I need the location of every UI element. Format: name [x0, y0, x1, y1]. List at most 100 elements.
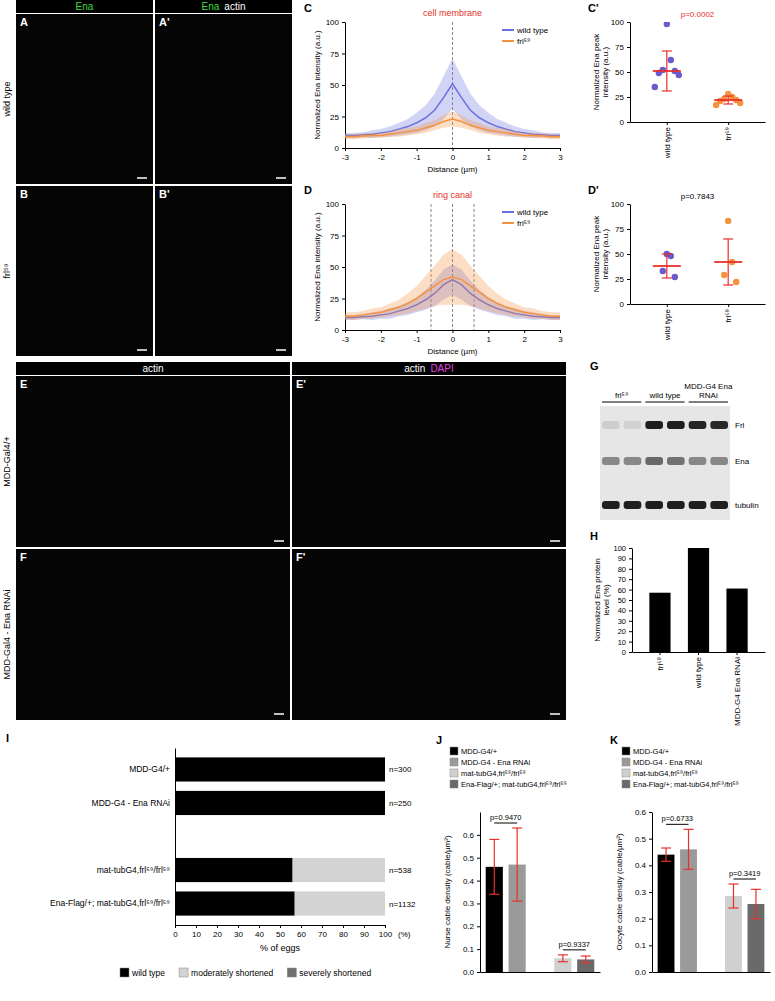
legend-swatch — [502, 222, 514, 224]
axis-line — [631, 304, 766, 305]
axis: 0255075100 — [611, 18, 631, 127]
tick-mark — [629, 642, 632, 643]
tick: Ena-Flag/+; mat-tubG4,frl⁵⁹/frl⁵⁹ — [50, 898, 175, 908]
tick-mark — [280, 925, 281, 928]
tick-label: 30 — [618, 617, 626, 626]
tick-mark — [627, 122, 630, 123]
tick-label: 1 — [487, 153, 492, 162]
legend-swatch — [450, 769, 458, 777]
plot-area — [345, 22, 560, 148]
tick-mark — [342, 267, 345, 268]
plot-area — [345, 204, 560, 330]
n-label: n=538 — [389, 866, 412, 875]
tick: -1 — [414, 148, 422, 162]
tick-mark — [667, 304, 668, 307]
tick-mark — [627, 47, 630, 48]
legend-swatch — [502, 211, 514, 213]
tick-label: 30 — [234, 930, 243, 939]
tick: 50 — [330, 81, 345, 90]
p-value: p=0.7843 — [681, 192, 715, 201]
axis-title: Normalized Ena intensity (a.u.) — [313, 212, 322, 322]
axis — [653, 972, 771, 973]
tick-mark — [385, 925, 386, 928]
stacked-bar-chart: 0102030405060708090100MDD-G4/+MDD-G4 - E… — [50, 749, 416, 979]
tick: 90 — [360, 925, 369, 939]
tick-mark — [649, 865, 652, 866]
error-cap — [661, 847, 671, 848]
tick-label: 0 — [620, 118, 625, 127]
tick-mark — [343, 925, 344, 928]
error-cap — [581, 962, 591, 963]
tick-label: 70 — [318, 930, 327, 939]
tick-label: -1 — [414, 335, 422, 344]
legend-label: Ena-Flag/+; mat-tubG4,frl⁵⁹/frl⁵⁹ — [633, 780, 739, 789]
blot-band — [602, 421, 620, 429]
tick: 100 — [611, 200, 630, 209]
axis-line — [631, 122, 766, 123]
panel-letter: J — [436, 734, 442, 746]
p-value: p=0.3419 — [729, 869, 761, 878]
reference-line — [474, 204, 475, 330]
axis — [481, 972, 601, 973]
legend-label: Ena-Flag/+; mat-tubG4,frl⁵⁹/frl⁵⁹ — [461, 780, 567, 789]
tick: MDD-G4 - Ena RNAi — [92, 798, 175, 808]
plot-area — [175, 757, 385, 915]
p-value: p=0.0002 — [681, 10, 715, 19]
tick-label: 0.5 — [463, 854, 475, 863]
legend-label: frl⁵⁹ — [517, 219, 530, 228]
header-strip — [292, 362, 566, 375]
blot-band — [689, 501, 707, 509]
panel-letter: F' — [296, 551, 306, 563]
tick-mark — [629, 590, 632, 591]
tick: 70 — [618, 575, 632, 584]
tick: -3 — [342, 330, 350, 344]
row-label: frl⁵⁹ — [2, 263, 12, 278]
tick-label: -2 — [378, 153, 386, 162]
tick-label: 75 — [330, 232, 339, 241]
tick-mark — [342, 204, 345, 205]
axis-title: Nurse cable density (cable/µm²) — [443, 835, 452, 948]
tick-mark — [342, 236, 345, 237]
axis-title: Oocyte cable density (cable/µm²) — [615, 833, 624, 950]
tick-mark — [560, 148, 561, 151]
bar-chart: 0.00.10.20.30.40.50.6p=0.9470p=0.9337Nur… — [443, 747, 601, 977]
tick-label: wild type — [663, 308, 672, 341]
error-bar — [517, 828, 518, 901]
tick-label: 3 — [558, 153, 563, 162]
tick-mark — [698, 652, 699, 655]
tick: 75 — [330, 50, 345, 59]
legend-label: moderately shortened — [191, 968, 273, 978]
bar-segment — [385, 791, 386, 815]
group-line — [645, 402, 684, 403]
bar-chart: frl⁵⁹wild typeMDD-G4 Ena RNAi01020304050… — [593, 544, 765, 726]
row-label: tubulin — [735, 501, 759, 510]
error-bar — [665, 848, 666, 861]
error-bar — [494, 839, 495, 894]
tick-label: 100 — [326, 200, 340, 209]
bar-segment — [175, 891, 295, 915]
group-line — [689, 402, 728, 403]
unit-label: (%) — [398, 930, 411, 939]
tick-mark — [342, 148, 345, 149]
tick: 50 — [615, 250, 630, 259]
tick-mark — [322, 925, 323, 928]
tick-mark — [649, 919, 652, 920]
group-line — [602, 402, 641, 403]
legend-label: MDD-G4/+ — [633, 747, 670, 756]
tick-label: 0 — [451, 335, 456, 344]
reference-line — [431, 204, 432, 330]
tick-label: 2 — [522, 153, 527, 162]
error-cap — [489, 839, 499, 840]
tick-mark — [737, 652, 738, 655]
tick-label: 0.1 — [463, 945, 475, 954]
tick-label: 1 — [487, 335, 492, 344]
tick-label: 0 — [335, 144, 340, 153]
tick: 100 — [379, 925, 393, 939]
tick-label: 60 — [297, 930, 306, 939]
legend-swatch — [287, 968, 296, 977]
tick: 3 — [558, 330, 563, 344]
tick-mark — [649, 839, 652, 840]
header-strip — [155, 0, 292, 13]
dot-plot: wild typefrl⁵⁹0255075100p=0.0002Normaliz… — [592, 10, 765, 159]
tick-label: 50 — [618, 596, 626, 605]
